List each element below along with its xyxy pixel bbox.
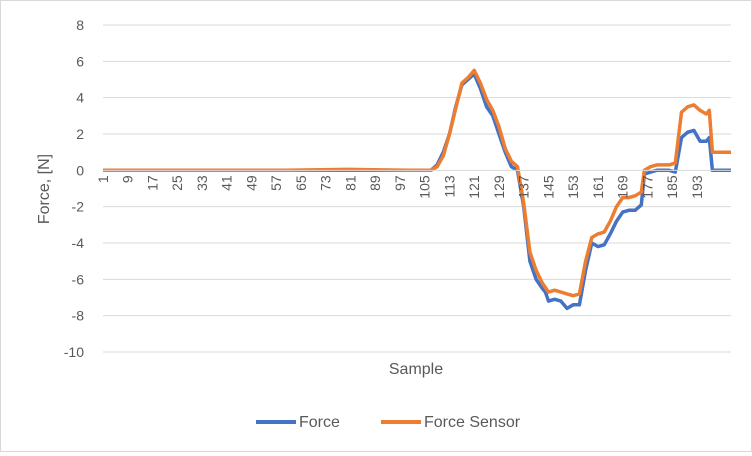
x-tick-label: 145: [540, 175, 556, 199]
x-tick-label: 49: [243, 175, 259, 191]
x-tick-label: 73: [318, 175, 334, 191]
y-tick-label: -4: [72, 235, 85, 251]
x-tick-label: 193: [689, 175, 705, 199]
x-tick-label: 65: [293, 175, 309, 191]
x-tick-label: 1: [95, 175, 111, 183]
legend-item: Force Sensor: [381, 414, 521, 431]
y-tick-label: 4: [76, 90, 84, 106]
x-tick-label: 41: [219, 175, 235, 191]
x-axis-ticks: 1 9 17 25 33 41 49 57 65 73 81 89 97 105 113 121 129 137 1…: [95, 175, 705, 199]
y-tick-label: -10: [64, 344, 84, 360]
x-tick-label: 137: [516, 175, 532, 199]
y-tick-label: 0: [76, 162, 84, 178]
gridlines: [103, 24, 731, 353]
legend-label: Force: [299, 414, 340, 431]
x-tick-label: 89: [367, 175, 383, 191]
x-tick-label: 9: [120, 175, 136, 183]
legend-item: Force: [256, 414, 340, 431]
y-tick-label: 6: [76, 53, 84, 69]
x-axis-title: Sample: [389, 361, 443, 378]
y-axis-title: Force, [N]: [36, 154, 53, 224]
x-tick-label: 121: [466, 175, 482, 199]
legend-label: Force Sensor: [424, 414, 521, 431]
series-line-force-sensor: [103, 68, 731, 298]
x-tick-label: 57: [268, 175, 284, 191]
x-tick-label: 169: [615, 175, 631, 199]
y-tick-label: -6: [72, 271, 85, 287]
x-tick-label: 113: [441, 175, 457, 198]
legend: Force Force Sensor: [256, 414, 521, 431]
x-tick-label: 153: [565, 175, 581, 199]
x-tick-label: 33: [194, 175, 210, 191]
x-tick-label: 81: [342, 175, 358, 191]
x-tick-label: 177: [639, 175, 655, 199]
x-tick-label: 17: [144, 175, 160, 191]
x-tick-label: 105: [417, 175, 433, 199]
series-lines: [103, 68, 731, 311]
y-tick-label: 2: [76, 126, 84, 142]
y-tick-label: -2: [72, 199, 85, 215]
y-tick-label: -8: [72, 308, 85, 324]
y-tick-label: 8: [76, 17, 84, 33]
y-axis-ticks: -10 -8 -6 -4 -2 0 2 4 6 8: [64, 17, 84, 360]
x-tick-label: 161: [590, 175, 606, 199]
x-tick-label: 129: [491, 175, 507, 199]
x-tick-label: 185: [664, 175, 680, 199]
x-tick-label: 25: [169, 175, 185, 191]
x-tick-label: 97: [392, 175, 408, 191]
